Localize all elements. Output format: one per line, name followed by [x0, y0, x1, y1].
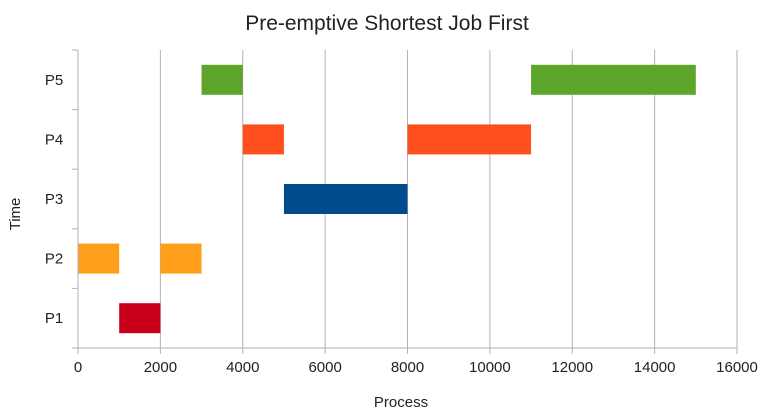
x-tick-label: 8000 [391, 359, 424, 376]
y-tick-label: P1 [45, 310, 63, 327]
y-tick-label: P3 [45, 191, 63, 208]
x-tick-label: 4000 [226, 359, 259, 376]
x-axis-label: Process [374, 394, 428, 411]
bar-layer [78, 64, 696, 334]
gantt-bar-p1 [119, 303, 161, 334]
y-tick-label: P5 [45, 72, 63, 89]
gantt-bar-p4 [242, 124, 284, 155]
x-tick-label: 14000 [634, 359, 676, 376]
x-tick-label: 16000 [716, 359, 758, 376]
gantt-bar-p2 [78, 243, 120, 274]
gantt-bar-p5 [201, 64, 243, 95]
chart-title: Pre-emptive Shortest Job First [245, 12, 529, 35]
x-tick-label: 6000 [308, 359, 341, 376]
y-tick-label: P2 [45, 251, 63, 268]
x-tick-label: 12000 [551, 359, 593, 376]
gantt-bar-p5 [531, 64, 696, 95]
gantt-bar-p4 [407, 124, 532, 155]
y-tick-label: P4 [45, 131, 63, 148]
gantt-bar-p3 [283, 184, 408, 214]
axis-layer: 0 2000 4000 6000 8000 10000 12000 14000 16000 P1 P… [45, 49, 758, 376]
x-tick-label: 2000 [144, 359, 177, 376]
x-tick-label: 10000 [469, 359, 511, 376]
x-tick-label: 0 [74, 359, 82, 376]
y-axis-label: Time [7, 198, 24, 231]
gantt-bar-p2 [160, 243, 202, 274]
